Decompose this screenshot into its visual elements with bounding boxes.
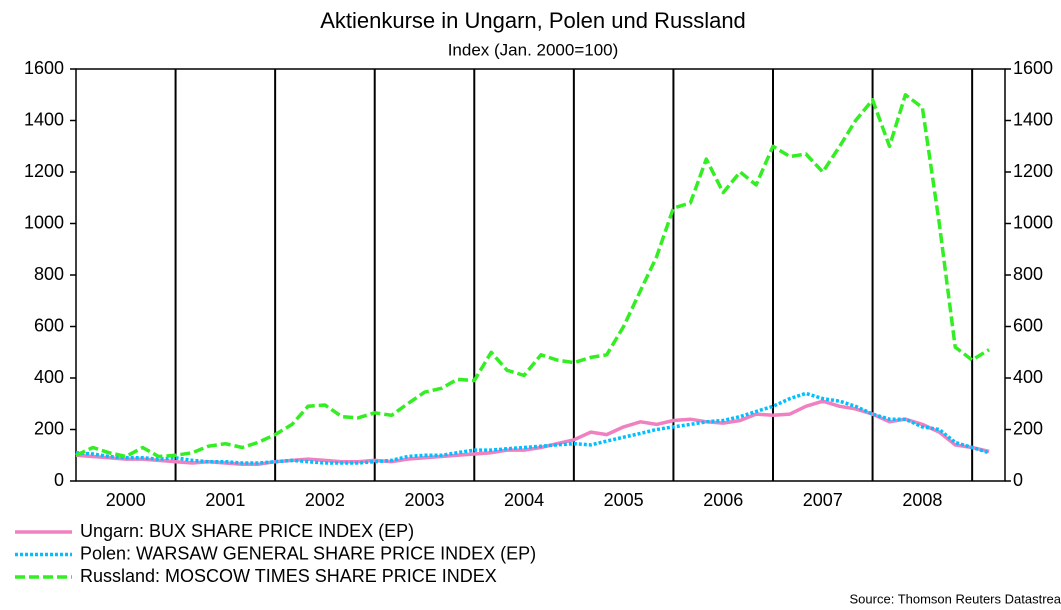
y2-tick-label: 0 [1013, 470, 1023, 490]
x-tick-label: 2000 [106, 490, 146, 510]
plot-frame [75, 68, 1006, 482]
x-tick-label: 2003 [404, 490, 444, 510]
y-tick-label: 1600 [24, 58, 64, 78]
y-tick-label: 200 [34, 418, 64, 438]
y-tick-label: 600 [34, 315, 64, 335]
x-tick-label: 2007 [803, 490, 843, 510]
x-tick-label: 2006 [703, 490, 743, 510]
y2-tick-label: 1000 [1013, 212, 1053, 232]
source: Source: Thomson Reuters Datastrea [850, 591, 1061, 606]
y2-tick-label: 1200 [1013, 161, 1053, 181]
y-tick-label: 800 [34, 264, 64, 284]
legend-label: Polen: WARSAW GENERAL SHARE PRICE INDEX … [80, 543, 536, 563]
y-tick-label: 0 [54, 470, 64, 490]
x-tick-label: 2004 [504, 490, 544, 510]
y2-tick-label: 200 [1013, 418, 1043, 438]
x-tick-label: 2005 [604, 490, 644, 510]
legend-label: Ungarn: BUX SHARE PRICE INDEX (EP) [80, 521, 414, 541]
y2-tick-label: 400 [1013, 367, 1043, 387]
y2-tick-label: 1600 [1013, 58, 1053, 78]
x-tick-label: 2008 [902, 490, 942, 510]
x-tick-label: 2001 [205, 490, 245, 510]
chart-subtitle: Index (Jan. 2000=100) [448, 40, 619, 59]
chart-title: Aktienkurse in Ungarn, Polen und Russlan… [320, 8, 746, 33]
y-tick-label: 1200 [24, 161, 64, 181]
y-tick-label: 1400 [24, 109, 64, 129]
y-tick-label: 400 [34, 367, 64, 387]
series-line [75, 391, 990, 465]
series-line [75, 399, 990, 467]
y2-tick-label: 1400 [1013, 109, 1053, 129]
y2-tick-label: 600 [1013, 315, 1043, 335]
series-line [75, 93, 991, 459]
y2-tick-label: 800 [1013, 264, 1043, 284]
legend-label: Russland: MOSCOW TIMES SHARE PRICE INDEX [80, 566, 497, 586]
y-tick-label: 1000 [24, 212, 64, 232]
x-tick-label: 2002 [305, 490, 345, 510]
